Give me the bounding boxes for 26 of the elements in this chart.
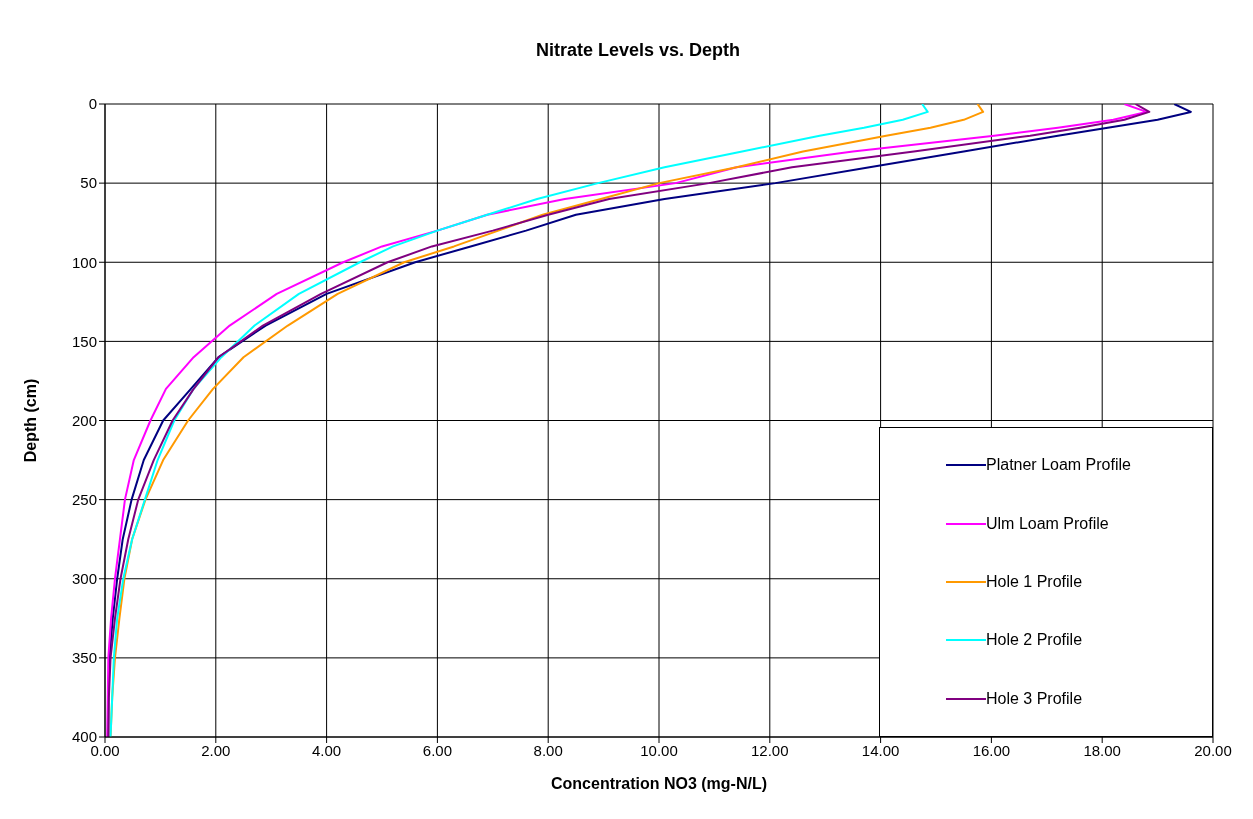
x-tick-label: 20.00 [1194, 741, 1232, 759]
chart-title: Nitrate Levels vs. Depth [534, 40, 742, 61]
x-tick-label: 6.00 [422, 741, 452, 759]
x-tick-label: 14.00 [861, 741, 900, 759]
y-tick-label: 200 [71, 411, 97, 429]
legend-label: Hole 1 Profile [986, 572, 1083, 591]
y-tick-label: 150 [71, 332, 97, 350]
x-tick-label: 12.00 [751, 741, 789, 759]
x-tick-label: 2.00 [201, 741, 231, 759]
y-tick-label: 300 [71, 570, 97, 588]
x-tick-label: 10.00 [640, 741, 678, 759]
y-tick-label: 350 [71, 649, 97, 667]
legend-label: Hole 2 Profile [986, 631, 1083, 650]
y-tick-label: 50 [80, 174, 97, 192]
x-axis-title: Concentration NO3 (mg-N/L) [551, 775, 767, 792]
y-tick-label: 100 [71, 253, 97, 271]
x-tick-label: 16.00 [972, 741, 1011, 759]
legend-label: Platner Loam Profile [986, 456, 1131, 475]
y-tick-label: 250 [71, 490, 97, 508]
legend-label: Hole 3 Profile [986, 689, 1083, 708]
x-tick-label: 4.00 [312, 741, 342, 759]
x-tick-label: 8.00 [533, 741, 563, 759]
y-axis-title: Depth (cm) [21, 378, 39, 463]
y-tick-label: 0 [88, 95, 97, 113]
legend-label: Ulm Loam Profile [986, 514, 1109, 533]
x-tick-label: 18.00 [1083, 741, 1121, 759]
